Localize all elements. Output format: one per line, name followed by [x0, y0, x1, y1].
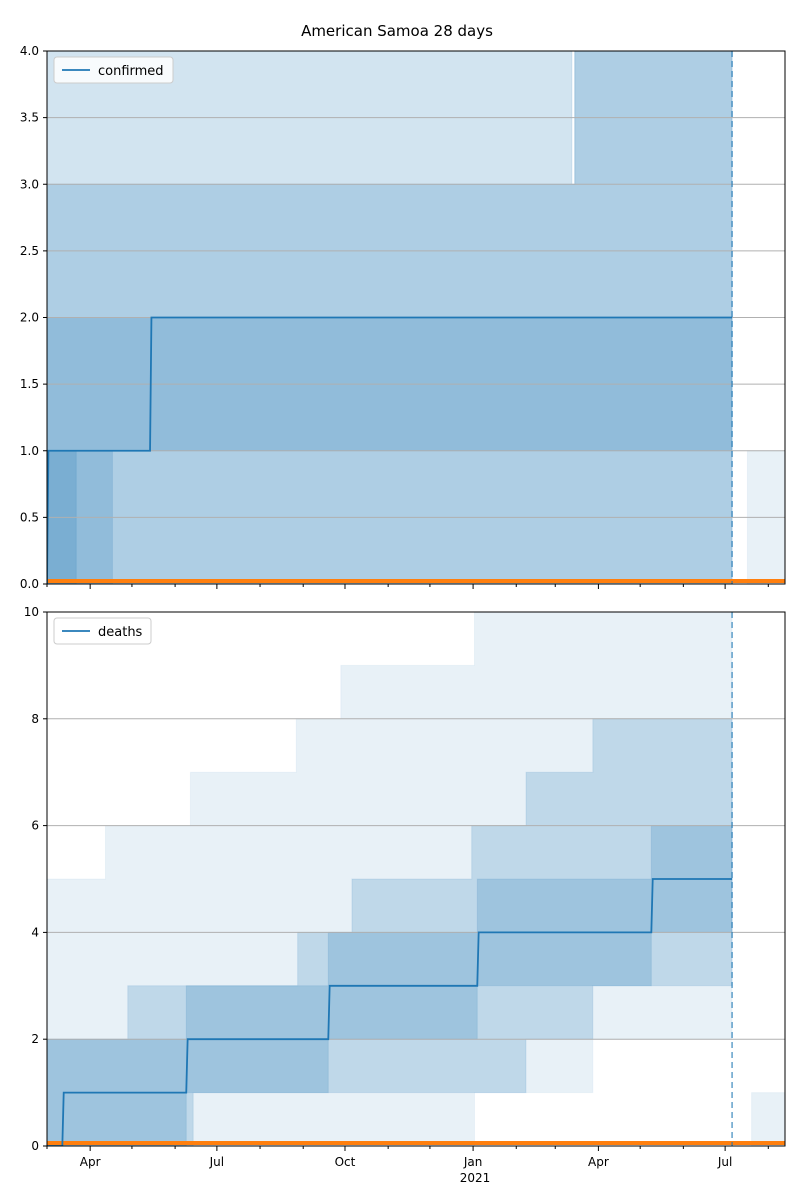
confirmed-y-tick-label: 2.5 [20, 244, 39, 258]
deaths-y-axis: 0 2 4 6 8 10 [24, 605, 47, 1153]
chart-title: American Samoa 28 days [301, 22, 493, 40]
x-tick-label: Oct [335, 1155, 356, 1169]
confirmed-line [47, 316, 733, 584]
deaths-line [47, 878, 733, 1146]
deaths-y-tick-label: 10 [24, 605, 39, 619]
deaths-band-0 [47, 612, 733, 1146]
confirmed-legend: confirmed [53, 56, 174, 84]
deaths-series [47, 878, 733, 1146]
deaths-bands [47, 612, 785, 1146]
deaths-legend-box [53, 617, 152, 645]
deaths-x-axis: Apr Jul Oct Jan Apr Jul [46, 1146, 769, 1169]
confirmed-y-axis: 0.0 0.5 1.0 1.5 2.0 2.5 3.0 3.5 4.0 [20, 44, 47, 591]
deaths-legend: deaths [53, 617, 152, 645]
deaths-y-tick-label: 6 [31, 819, 39, 833]
x-tick-label: Jul [209, 1155, 224, 1169]
x-tick-label: Jul [717, 1155, 732, 1169]
deaths-legend-label: deaths [98, 625, 143, 640]
deaths-gridlines [47, 718, 785, 1040]
confirmed-y-tick-label: 3.0 [20, 177, 39, 191]
confirmed-x-axis [46, 584, 769, 589]
confirmed-y-tick-label: 0.5 [20, 510, 39, 524]
confirmed-y-tick-label: 3.5 [20, 111, 39, 125]
confirmed-panel: 0.0 0.5 1.0 1.5 2.0 2.5 3.0 3.5 4.0 confirmed [20, 44, 786, 591]
confirmed-y-tick-label: 1.5 [20, 377, 39, 391]
year-label: 2021 [460, 1171, 491, 1185]
deaths-y-tick-label: 0 [31, 1139, 39, 1153]
confirmed-y-tick-label: 2.0 [20, 311, 39, 325]
x-tick-label: Jan [463, 1155, 483, 1169]
deaths-y-tick-label: 4 [31, 925, 39, 939]
deaths-axes-frame [46, 611, 786, 1147]
confirmed-legend-label: confirmed [98, 64, 164, 79]
x-tick-label: Apr [588, 1155, 609, 1169]
deaths-band-3 [751, 1092, 785, 1146]
confirmed-legend-box [53, 56, 174, 84]
confirmed-y-tick-label: 0.0 [20, 577, 39, 591]
confirmed-y-tick-label: 1.0 [20, 444, 39, 458]
confirmed-series [47, 316, 733, 584]
x-tick-label: Apr [80, 1155, 101, 1169]
confirmed-y-tick-label: 4.0 [20, 44, 39, 58]
deaths-y-tick-label: 2 [31, 1032, 39, 1046]
deaths-panel: 0 2 4 6 8 10 Apr Jul Oct Jan Apr Jul deaths [24, 605, 786, 1169]
deaths-y-tick-label: 8 [31, 712, 39, 726]
